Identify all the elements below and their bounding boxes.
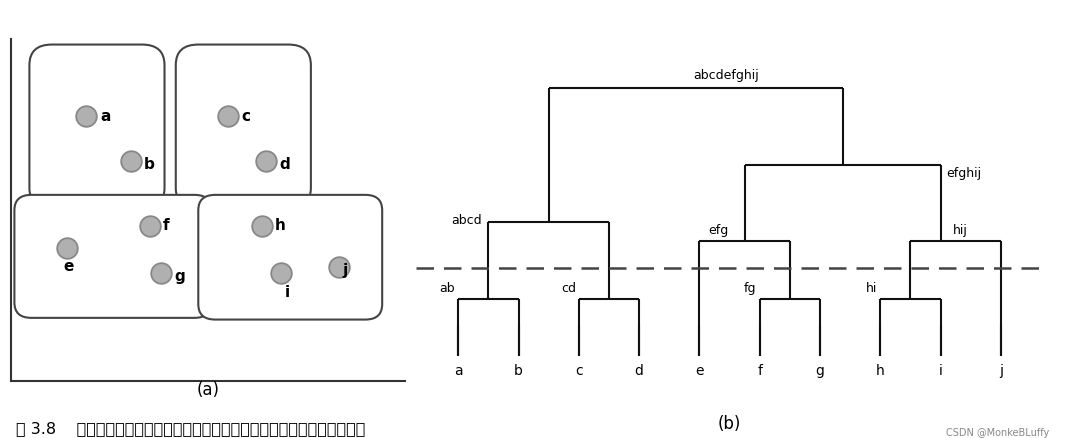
Text: f: f (163, 218, 169, 233)
Text: efg: efg (708, 224, 728, 237)
Text: e: e (695, 364, 704, 378)
Text: j: j (343, 262, 348, 278)
Text: efghij: efghij (947, 166, 982, 180)
Text: f: f (757, 364, 763, 378)
Point (273, 270, 290, 277)
Text: cd: cd (561, 282, 576, 295)
Text: abcdefghij: abcdefghij (693, 69, 758, 82)
Point (330, 263, 347, 270)
Text: e: e (63, 259, 73, 274)
Text: ab: ab (440, 282, 455, 295)
Text: g: g (816, 364, 824, 378)
Text: b: b (514, 364, 523, 378)
Point (253, 222, 271, 229)
Text: c: c (242, 109, 250, 124)
Text: a: a (101, 109, 111, 124)
Text: (b): (b) (718, 415, 741, 433)
Text: j: j (999, 364, 1003, 378)
Text: hij: hij (953, 224, 968, 237)
Point (122, 157, 140, 164)
FancyBboxPatch shape (176, 45, 311, 208)
Point (219, 113, 236, 120)
FancyBboxPatch shape (198, 195, 382, 320)
FancyBboxPatch shape (30, 45, 164, 208)
Text: a: a (454, 364, 462, 378)
Text: h: h (275, 218, 286, 233)
Text: d: d (635, 364, 643, 378)
Text: abcd: abcd (452, 214, 482, 226)
Text: 图 3.8    树形图中的任何一条水平线对应于一个在特定抽象层次上的聚类结果: 图 3.8 树形图中的任何一条水平线对应于一个在特定抽象层次上的聚类结果 (16, 421, 365, 436)
Text: CSDN @MonkeBLuffy: CSDN @MonkeBLuffy (946, 428, 1049, 438)
Point (59, 244, 76, 251)
Text: hi: hi (866, 282, 878, 295)
Text: h: h (875, 364, 885, 378)
Text: i: i (938, 364, 943, 378)
Point (258, 157, 275, 164)
Text: d: d (279, 157, 290, 172)
Text: fg: fg (744, 282, 756, 295)
Text: (a): (a) (196, 381, 219, 399)
Point (152, 270, 169, 277)
FancyBboxPatch shape (15, 195, 212, 318)
Point (141, 222, 158, 229)
Text: g: g (174, 269, 184, 284)
Point (77, 113, 94, 120)
Text: i: i (284, 285, 290, 300)
Text: c: c (575, 364, 583, 378)
Text: b: b (144, 157, 154, 172)
